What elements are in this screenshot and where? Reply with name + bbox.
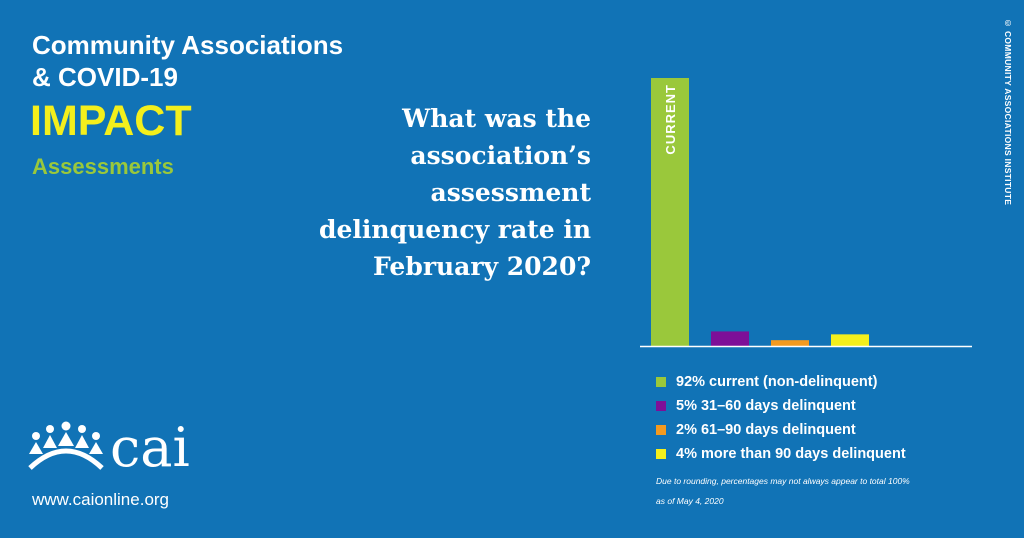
- legend-swatch-2: [656, 401, 666, 411]
- bar-2: [711, 331, 749, 346]
- website-link[interactable]: www.caionline.org: [32, 490, 170, 509]
- legend-label-2: 5% 31–60 days delinquent: [676, 398, 856, 414]
- question-text: What was the association’s assessment de…: [319, 104, 591, 281]
- impact-heading: IMPACT: [30, 97, 192, 145]
- legend-swatch-1: [656, 377, 666, 387]
- title-line-2: & COVID-19: [32, 62, 178, 92]
- legend-item-2: 5% 31–60 days delinquent: [656, 394, 996, 418]
- title-line-1: Community Associations: [32, 30, 344, 60]
- legend-item-1: 92% current (non-delinquent): [656, 370, 996, 394]
- legend-swatch-4: [656, 449, 666, 459]
- bar-chart: CURRENT: [640, 78, 972, 348]
- cai-logo-icon: [28, 421, 104, 470]
- bar-label-1: CURRENT: [663, 84, 678, 155]
- bar-4: [831, 334, 869, 346]
- legend-label-1: 92% current (non-delinquent): [676, 374, 878, 390]
- rounding-footnote: Due to rounding, percentages may not alw…: [656, 476, 910, 486]
- bar-3: [771, 340, 809, 346]
- legend-swatch-3: [656, 425, 666, 435]
- copyright-notice: © COMMUNITY ASSOCIATIONS INSTITUTE: [1003, 18, 1013, 206]
- cai-logo-text: cai: [110, 416, 190, 479]
- subtitle: Assessments: [32, 154, 174, 179]
- chart-legend: 92% current (non-delinquent) 5% 31–60 day…: [656, 370, 996, 466]
- legend-label-3: 2% 61–90 days delinquent: [676, 422, 856, 438]
- legend-item-3: 2% 61–90 days delinquent: [656, 418, 996, 442]
- legend-label-4: 4% more than 90 days delinquent: [676, 446, 906, 462]
- legend-item-4: 4% more than 90 days delinquent: [656, 442, 996, 466]
- date-footnote: as of May 4, 2020: [656, 496, 724, 506]
- bar-1: [651, 78, 689, 346]
